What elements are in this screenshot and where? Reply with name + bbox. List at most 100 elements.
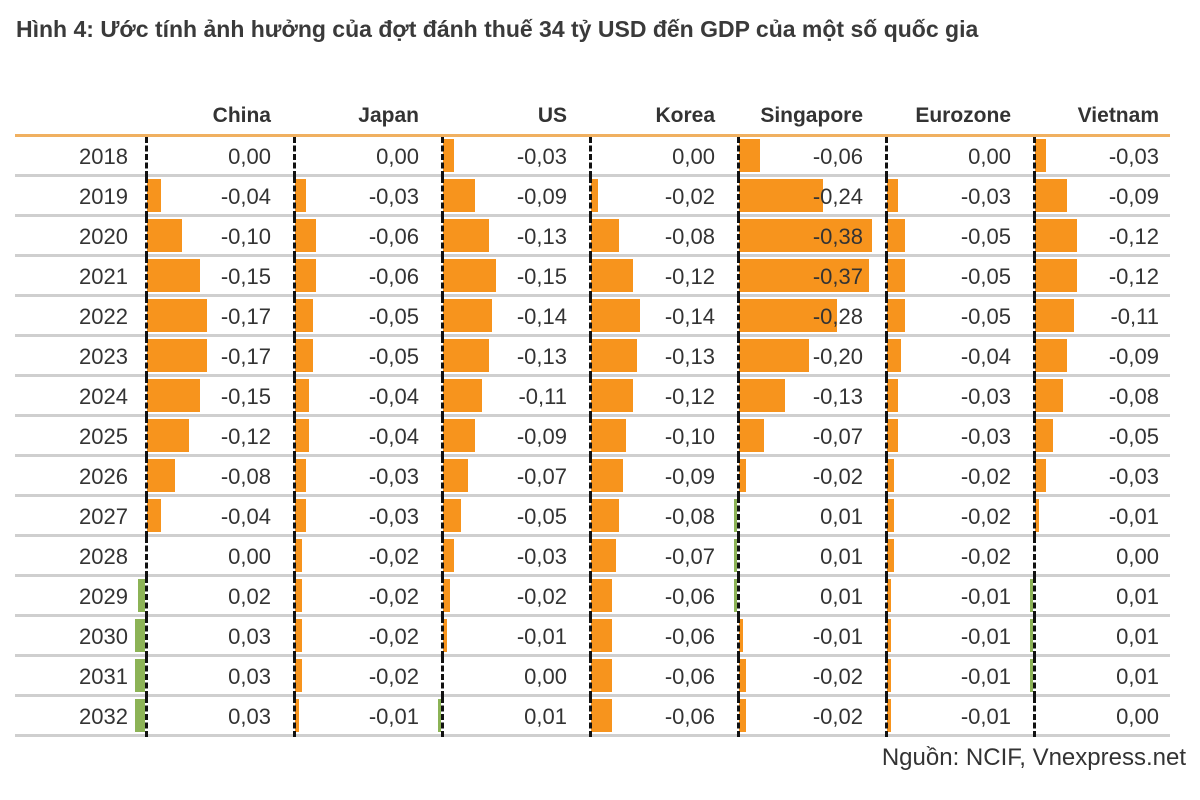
zero-axis-line xyxy=(589,217,592,257)
negative-bar xyxy=(443,419,475,452)
zero-axis-line xyxy=(737,697,740,737)
value-cell: 0,00 xyxy=(968,144,1011,169)
negative-bar xyxy=(591,539,616,572)
value-cell: -0,13 xyxy=(516,224,567,249)
zero-axis-line xyxy=(145,577,148,617)
value-cell: -0,01 xyxy=(516,624,567,649)
value-cell: -0,38 xyxy=(812,224,863,249)
year-label: 2024 xyxy=(79,384,128,409)
year-label: 2023 xyxy=(79,344,128,369)
negative-bar xyxy=(591,259,633,292)
negative-bar xyxy=(443,179,475,212)
value-cell: -0,09 xyxy=(1108,184,1159,209)
zero-axis-line xyxy=(441,497,444,537)
negative-bar xyxy=(887,539,894,572)
negative-bar xyxy=(887,499,894,532)
negative-bar xyxy=(147,499,161,532)
negative-bar xyxy=(739,339,809,372)
negative-bar xyxy=(1035,499,1039,532)
value-cell: -0,06 xyxy=(664,584,715,609)
zero-axis-line xyxy=(885,577,888,617)
value-cell: -0,02 xyxy=(368,584,419,609)
table-row: 2027 -0,04 -0,03 -0,05 -0,08 0,01 -0,02 -0,01 xyxy=(15,497,1170,537)
negative-bar xyxy=(591,579,612,612)
value-cell: -0,08 xyxy=(220,464,271,489)
zero-axis-line xyxy=(589,497,592,537)
table-row: 2021 -0,15 -0,06 -0,15 -0,12 -0,37 -0,05 -0,12 xyxy=(15,257,1170,297)
value-cell: -0,03 xyxy=(960,424,1011,449)
negative-bar xyxy=(591,219,619,252)
table-row: 2023 -0,17 -0,05 -0,13 -0,13 -0,20 -0,04 -0,09 xyxy=(15,337,1170,377)
value-cell: -0,01 xyxy=(960,664,1011,689)
zero-axis-line xyxy=(293,377,296,417)
value-cell: -0,03 xyxy=(516,144,567,169)
zero-axis-line xyxy=(737,497,740,537)
negative-bar xyxy=(591,299,640,332)
positive-bar xyxy=(1029,659,1033,692)
value-cell: -0,05 xyxy=(516,504,567,529)
negative-bar xyxy=(591,179,598,212)
value-cell: -0,06 xyxy=(664,624,715,649)
zero-axis-line xyxy=(885,417,888,457)
zero-axis-line xyxy=(441,257,444,297)
value-cell: 0,01 xyxy=(820,544,863,569)
value-cell: -0,17 xyxy=(220,304,271,329)
value-cell: -0,04 xyxy=(220,504,271,529)
zero-axis-line xyxy=(589,177,592,217)
value-cell: -0,20 xyxy=(812,344,863,369)
negative-bar xyxy=(887,299,905,332)
year-label: 2022 xyxy=(79,304,128,329)
year-label: 2018 xyxy=(79,144,128,169)
negative-bar xyxy=(147,219,182,252)
zero-axis-line xyxy=(737,137,740,177)
negative-bar xyxy=(443,299,492,332)
zero-axis-line xyxy=(589,257,592,297)
value-cell: -0,05 xyxy=(368,304,419,329)
zero-axis-line xyxy=(293,577,296,617)
value-cell: -0,02 xyxy=(368,624,419,649)
negative-bar xyxy=(443,499,461,532)
zero-axis-line xyxy=(293,137,296,177)
value-cell: 0,01 xyxy=(524,704,567,729)
year-label: 2019 xyxy=(79,184,128,209)
negative-bar xyxy=(887,259,905,292)
negative-bar xyxy=(147,459,175,492)
header-row: China Japan US Korea Singapore Eurozone Vietna… xyxy=(15,98,1170,137)
positive-bar xyxy=(437,699,441,732)
value-cell: 0,01 xyxy=(820,504,863,529)
zero-axis-line xyxy=(1033,217,1036,257)
value-cell: -0,05 xyxy=(1108,424,1159,449)
zero-axis-line xyxy=(885,657,888,697)
value-cell: -0,14 xyxy=(516,304,567,329)
value-cell: -0,02 xyxy=(368,544,419,569)
value-cell: -0,03 xyxy=(368,184,419,209)
year-label: 2029 xyxy=(79,584,128,609)
value-cell: -0,09 xyxy=(516,424,567,449)
zero-axis-line xyxy=(441,577,444,617)
zero-axis-line xyxy=(441,657,444,697)
negative-bar xyxy=(1035,179,1067,212)
table-row: 2032 0,03 -0,01 0,01 -0,06 -0,02 -0,01 0,00 xyxy=(15,697,1170,737)
column-header-china: China xyxy=(212,104,271,127)
negative-bar xyxy=(295,299,313,332)
negative-bar xyxy=(1035,299,1074,332)
value-cell: -0,13 xyxy=(664,344,715,369)
value-cell: -0,13 xyxy=(516,344,567,369)
negative-bar xyxy=(295,619,302,652)
value-cell: -0,15 xyxy=(516,264,567,289)
zero-axis-line xyxy=(293,657,296,697)
zero-axis-line xyxy=(1033,537,1036,577)
value-cell: -0,02 xyxy=(812,664,863,689)
zero-axis-line xyxy=(589,457,592,497)
value-cell: -0,15 xyxy=(220,264,271,289)
negative-bar xyxy=(887,579,891,612)
zero-axis-line xyxy=(441,377,444,417)
negative-bar xyxy=(739,299,837,332)
value-cell: -0,05 xyxy=(368,344,419,369)
zero-axis-line xyxy=(293,537,296,577)
value-cell: -0,03 xyxy=(368,504,419,529)
zero-axis-line xyxy=(1033,377,1036,417)
value-cell: 0,01 xyxy=(820,584,863,609)
negative-bar xyxy=(1035,219,1077,252)
zero-axis-line xyxy=(293,497,296,537)
